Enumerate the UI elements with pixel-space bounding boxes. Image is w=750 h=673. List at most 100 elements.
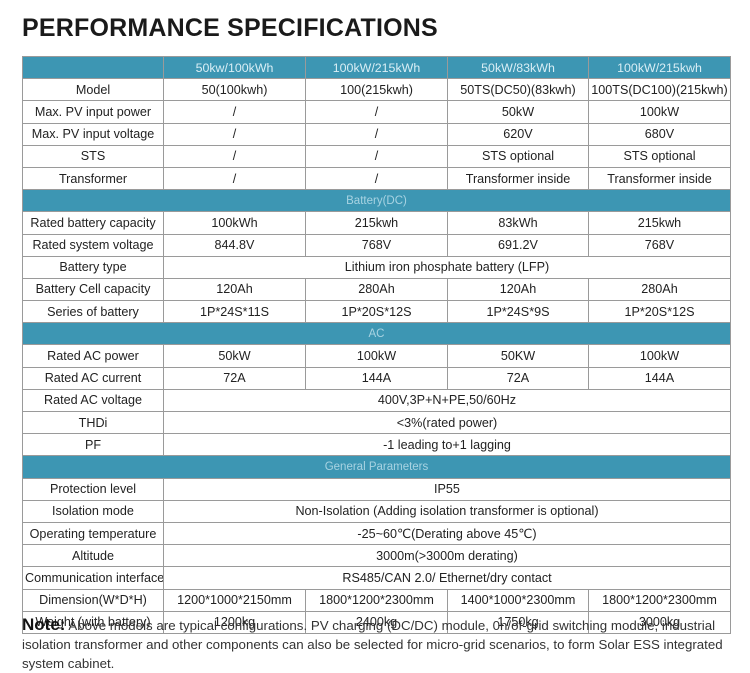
table-row: Altitude 3000m(>3000m derating) xyxy=(22,544,731,568)
table-row: Rated AC voltage 400V,3P+N+PE,50/60Hz xyxy=(22,388,731,413)
value-cell: 50KW xyxy=(447,344,589,368)
value-cell: 1800*1200*2300mm xyxy=(305,588,448,612)
table-row: Communication interface RS485/CAN 2.0/ Et… xyxy=(22,566,731,590)
value-cell: 1P*24S*9S xyxy=(447,300,589,324)
value-cell: 1P*24S*11S xyxy=(163,300,306,324)
value-cell: 3000kg xyxy=(588,610,731,634)
value-cell: 691.2V xyxy=(447,233,589,257)
table-row: Battery type Lithium iron phosphate batte… xyxy=(22,255,731,279)
row-label: Series of battery xyxy=(22,300,164,324)
merged-value-cell: RS485/CAN 2.0/ Ethernet/dry contact xyxy=(163,566,731,590)
value-cell: 100kW xyxy=(588,100,731,124)
merged-value-cell: 3000m(>3000m derating) xyxy=(163,544,731,568)
table-row: Rated AC power 50kW 100kW 50KW 100kW xyxy=(22,344,731,368)
merged-value-cell: Lithium iron phosphate battery (LFP) xyxy=(163,255,731,279)
row-label: Max. PV input power xyxy=(22,100,164,124)
row-label: PF xyxy=(22,433,164,457)
row-label: Rated system voltage xyxy=(22,233,164,257)
header-row: 50kw/100kWh 100kW/215kWh 50kW/83kWh 100kW/2… xyxy=(22,55,731,80)
table-row: Max. PV input voltage //620V 680V xyxy=(22,122,731,146)
value-cell: / xyxy=(163,166,306,191)
row-label: Isolation mode xyxy=(22,499,164,523)
section-row: Battery(DC) xyxy=(22,189,731,213)
value-cell: Transformer inside xyxy=(588,166,731,191)
row-label: STS xyxy=(22,144,164,168)
merged-value-cell: IP55 xyxy=(163,477,731,501)
table-row: Model 50(100kwh) 100(215kwh) 50TS(DC50)(83k… xyxy=(22,78,731,102)
row-label: Max. PV input voltage xyxy=(22,122,164,146)
value-cell: 280Ah xyxy=(305,277,448,302)
value-cell: 1750kg xyxy=(447,610,589,634)
table-row: Battery Cell capacity 120Ah 280Ah 120Ah 280A… xyxy=(22,277,731,302)
value-cell: 144A xyxy=(305,366,448,390)
table-row: PF -1 leading to+1 lagging xyxy=(22,433,731,457)
section-row: AC xyxy=(22,322,731,346)
value-cell: 768V xyxy=(588,233,731,257)
table-row: THDi <3%(rated power) xyxy=(22,410,731,435)
value-cell: STS optional xyxy=(588,144,731,168)
spec-table: 50kw/100kWh 100kW/215kWh 50kW/83kWh 100kW/2… xyxy=(22,55,731,634)
value-cell: Transformer inside xyxy=(447,166,589,191)
value-cell: STS optional xyxy=(447,144,589,168)
value-cell: 1200*1000*2150mm xyxy=(163,588,306,612)
row-label: Rated AC power xyxy=(22,344,164,368)
value-cell: 120Ah xyxy=(447,277,589,302)
value-cell: / xyxy=(163,122,306,146)
value-cell: 2400kg xyxy=(305,610,448,634)
merged-value-cell: -25~60℃(Derating above 45℃) xyxy=(163,521,731,546)
row-label: Battery Cell capacity xyxy=(22,277,164,302)
row-label: Communication interface xyxy=(22,566,164,590)
row-label: Rated AC voltage xyxy=(22,388,164,413)
header-cell: 100kW/215kWh xyxy=(305,55,448,80)
value-cell: 72A xyxy=(447,366,589,390)
value-cell: 768V xyxy=(305,233,448,257)
header-cell: 50kW/83kWh xyxy=(447,55,589,80)
value-cell: 100kW xyxy=(305,344,448,368)
note: Note: Above models are typical configura… xyxy=(22,615,742,673)
merged-value-cell: Non-Isolation (Adding isolation transfor… xyxy=(163,499,731,523)
row-label: Altitude xyxy=(22,544,164,568)
header-cell: 50kw/100kWh xyxy=(163,55,306,80)
table-row: Dimension(W*D*H) 1200*1000*2150mm 1800*120… xyxy=(22,588,731,612)
section-title: AC xyxy=(22,322,731,346)
row-label: Weight (with battery) xyxy=(22,610,164,634)
value-cell: 100TS(DC100)(215kwh) xyxy=(588,78,731,102)
value-cell: 1P*20S*12S xyxy=(588,300,731,324)
value-cell: 1P*20S*12S xyxy=(305,300,448,324)
note-text: Above models are typical configurations.… xyxy=(22,618,723,671)
value-cell: 50(100kwh) xyxy=(163,78,306,102)
value-cell: 72A xyxy=(163,366,306,390)
table-row: Rated battery capacity 100kWh 215kwh 83kWh 2… xyxy=(22,211,731,235)
value-cell: 100kW xyxy=(588,344,731,368)
note-label: Note: xyxy=(22,615,66,634)
table-row: Protection level IP55 xyxy=(22,477,731,501)
value-cell: 83kWh xyxy=(447,211,589,235)
value-cell: / xyxy=(305,100,448,124)
row-label: Transformer xyxy=(22,166,164,191)
row-label: Rated battery capacity xyxy=(22,211,164,235)
table-row: Series of battery 1P*24S*11S 1P*20S*12S 1P*… xyxy=(22,300,731,324)
merged-value-cell: <3%(rated power) xyxy=(163,410,731,435)
merged-value-cell: 400V,3P+N+PE,50/60Hz xyxy=(163,388,731,413)
value-cell: / xyxy=(163,100,306,124)
section-title: General Parameters xyxy=(22,455,731,479)
value-cell: 215kwh xyxy=(588,211,731,235)
table-row: STS / / STS optional STS optional xyxy=(22,144,731,168)
value-cell: 280Ah xyxy=(588,277,731,302)
table-row: Isolation mode Non-Isolation (Adding isol… xyxy=(22,499,731,523)
value-cell: 1800*1200*2300mm xyxy=(588,588,731,612)
value-cell: 50TS(DC50)(83kwh) xyxy=(447,78,589,102)
value-cell: 50kW xyxy=(163,344,306,368)
value-cell: 100(215kwh) xyxy=(305,78,448,102)
header-cell: 100kW/215kwh xyxy=(588,55,731,80)
table-row: Max. PV input power //50kW 100kW xyxy=(22,100,731,124)
value-cell: 1400*1000*2300mm xyxy=(447,588,589,612)
row-label: Rated AC current xyxy=(22,366,164,390)
table-row: Weight (with battery) 1200kg 2400kg 1750kg 3… xyxy=(22,610,731,634)
value-cell: 620V xyxy=(447,122,589,146)
value-cell: 50kW xyxy=(447,100,589,124)
table-row: Operating temperature -25~60℃(Derating ab… xyxy=(22,521,731,546)
value-cell: / xyxy=(305,144,448,168)
row-label: Model xyxy=(22,78,164,102)
value-cell: 100kWh xyxy=(163,211,306,235)
